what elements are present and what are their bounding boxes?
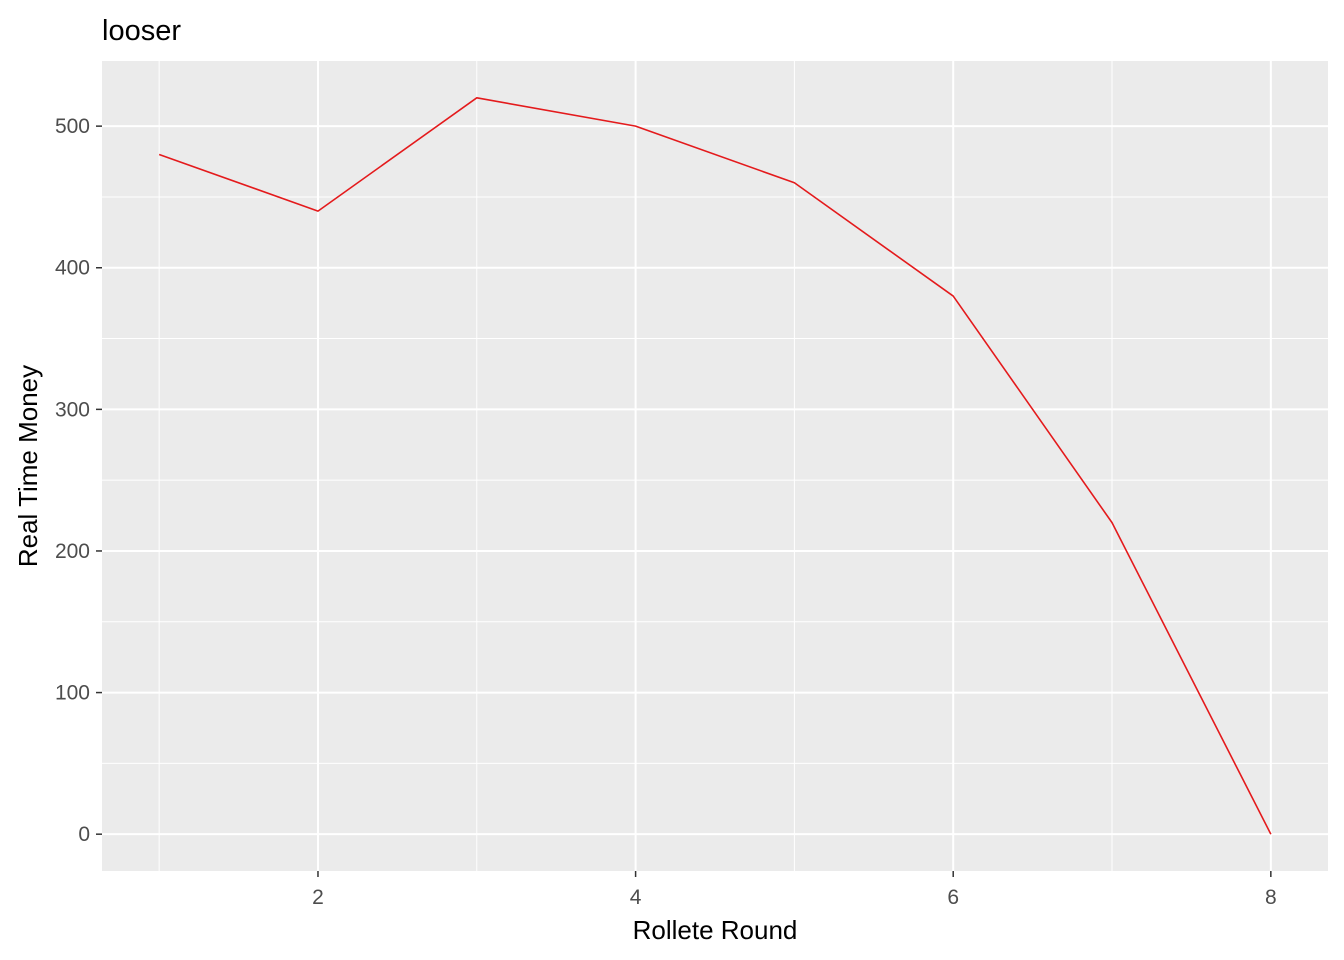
y-tick-label: 100 xyxy=(55,682,90,705)
x-axis-title: Rollete Round xyxy=(633,915,798,945)
x-tick-label: 6 xyxy=(947,886,959,909)
x-tick-label: 2 xyxy=(312,886,324,909)
y-tick-label: 200 xyxy=(55,540,90,563)
chart-title: looser xyxy=(102,15,181,47)
y-axis-title: Real Time Money xyxy=(13,365,43,567)
y-tick-label: 400 xyxy=(55,257,90,280)
series-line xyxy=(158,97,1272,835)
y-tick-label: 0 xyxy=(78,823,90,846)
tick-labels: 2 4 6 8 0 100 200 300 400 500 xyxy=(55,115,1277,909)
series-layer xyxy=(158,97,1272,835)
x-tick-label: 4 xyxy=(630,886,642,909)
x-tick-label: 8 xyxy=(1265,886,1277,909)
y-tick-label: 300 xyxy=(55,398,90,421)
plot-panel xyxy=(102,61,1328,871)
y-tick-label: 500 xyxy=(55,115,90,138)
axis-ticks xyxy=(96,125,1272,877)
major-gridlines xyxy=(102,61,1328,871)
minor-gridlines xyxy=(102,61,1328,871)
